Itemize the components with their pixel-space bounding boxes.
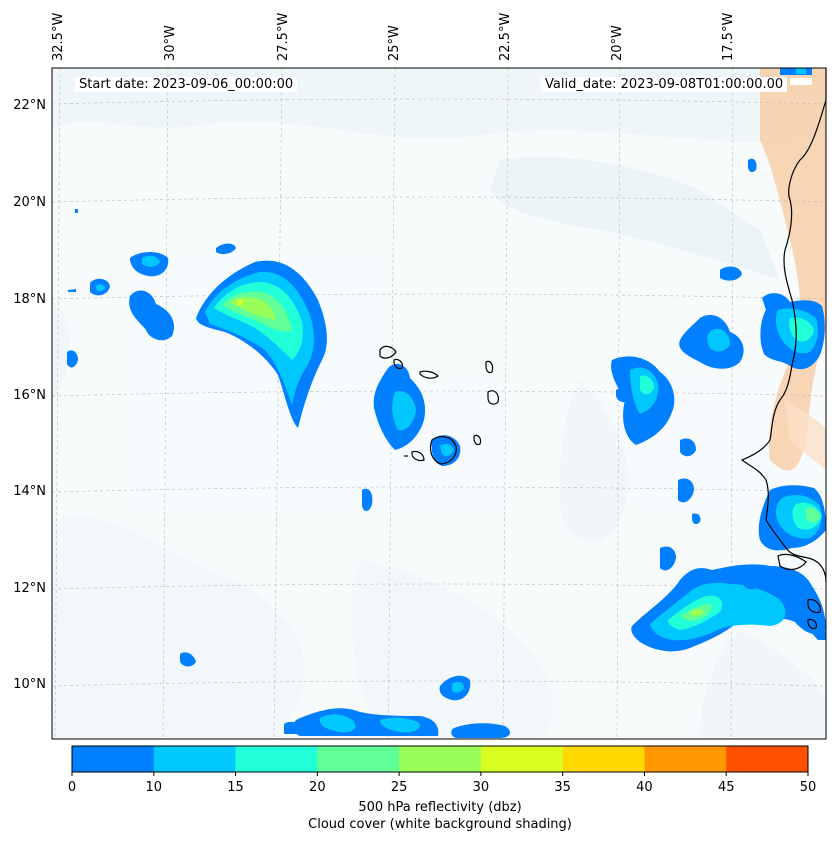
colorbar-segment [480,746,564,772]
latitude-label: 20°N [13,195,46,210]
latitude-label: 18°N [13,292,46,307]
colorbar-tick-label: 0 [67,780,77,795]
latitude-label: 16°N [13,388,46,403]
colorbar-segment [726,746,809,772]
colorbar [71,745,809,776]
longitude-label: 27.5°W [276,12,291,61]
coastlines [379,68,827,630]
colorbar-tick-label: 35 [554,780,571,795]
colorbar-segment [72,746,155,772]
colorbar-segment [644,746,727,772]
colorbar-segment [153,746,237,772]
reflectivity-contours [67,68,826,738]
colorbar-tick-label: 10 [145,780,163,795]
latitude-label: 10°N [13,677,46,692]
colorbar-segment [235,746,318,772]
colorbar-tick-label: 20 [309,780,326,795]
colorbar-label-2: Cloud cover (white background shading) [308,817,572,832]
cloud-cover-shading [52,68,826,739]
start-date-label: Start date: 2023-09-06_00:00:00 [75,77,298,92]
colorbar-segment [562,746,645,772]
longitude-label: 17.5°W [721,12,736,61]
longitude-label: 22.5°W [498,12,513,61]
colorbar-tick-label: 50 [799,780,817,795]
colorbar-tick-label: 15 [227,780,244,795]
longitude-label: 20°W [610,25,625,61]
map-frame [51,67,827,740]
graticule [51,67,827,740]
colorbar-border [71,745,809,773]
latitude-label: 22°N [13,98,46,113]
longitude-label: 30°W [163,25,178,61]
colorbar-label-1: 500 hPa reflectivity (dbz) [358,800,522,815]
longitude-label: 25°W [387,25,402,61]
latitude-label: 12°N [13,581,46,596]
land-shading-south [785,400,826,470]
colorbar-tick-label: 30 [472,780,490,795]
colorbar-tick-label: 45 [717,780,735,795]
colorbar-tick-label: 25 [390,780,408,795]
land-shading [760,68,826,471]
colorbar-tick-label: 40 [636,780,653,795]
colorbar-segment [317,746,400,772]
valid-date-label: Valid_date: 2023-09-08T01:00:00.00 [541,77,788,92]
colorbar-segment [399,746,482,772]
latitude-label: 14°N [13,484,46,499]
longitude-label: 32.5°W [51,12,66,61]
